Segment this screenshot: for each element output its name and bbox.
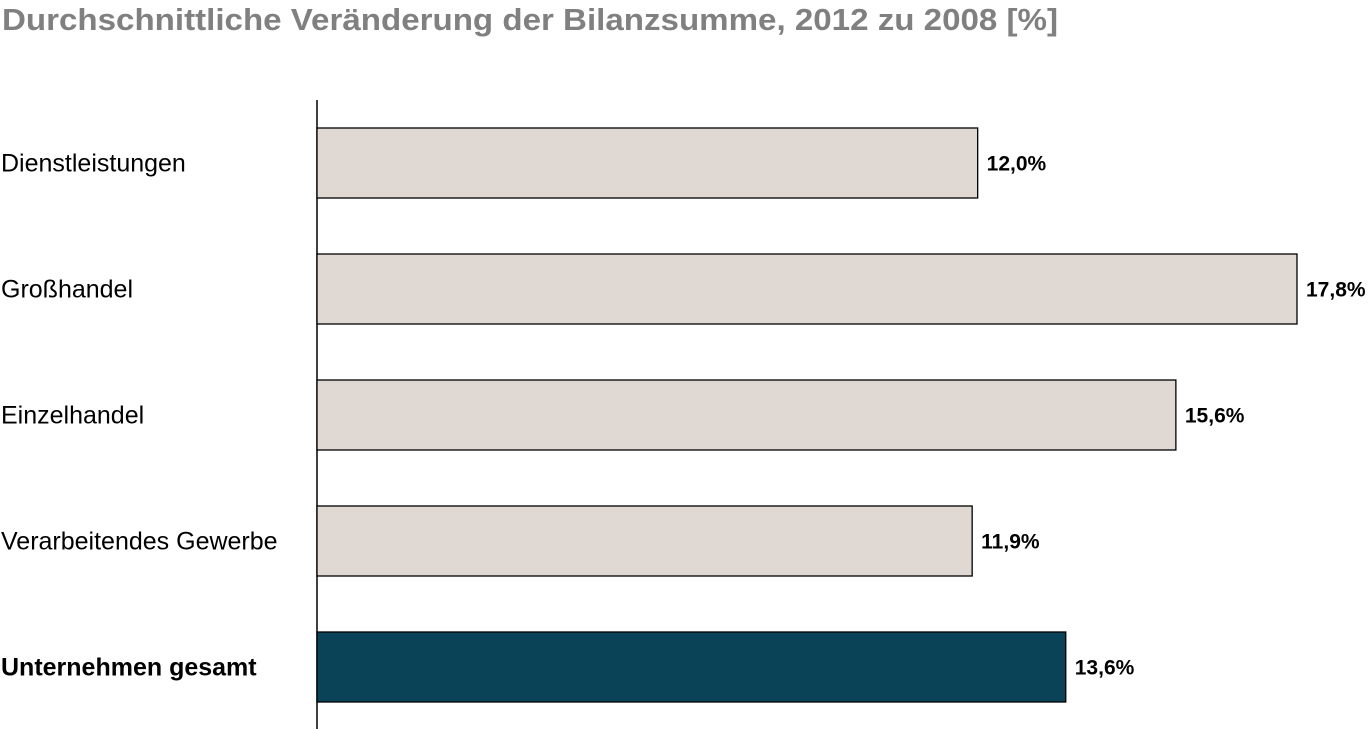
value-label: 17,8%	[1306, 279, 1366, 302]
bar	[316, 631, 1067, 703]
value-label: 11,9%	[981, 531, 1040, 554]
category-label: Dienstleistungen	[1, 150, 186, 178]
value-label: 12,0%	[987, 153, 1047, 176]
bar	[316, 253, 1298, 325]
bar	[316, 127, 979, 199]
value-label: 13,6%	[1075, 657, 1135, 680]
category-label: Großhandel	[1, 276, 133, 304]
category-label: Einzelhandel	[1, 402, 144, 430]
chart-title: Durchschnittliche Veränderung der Bilanz…	[2, 2, 1058, 37]
bar	[316, 379, 1177, 451]
value-label: 15,6%	[1185, 405, 1245, 428]
category-label: Verarbeitendes Gewerbe	[1, 528, 278, 556]
category-label: Unternehmen gesamt	[1, 654, 257, 682]
bar	[316, 505, 973, 577]
